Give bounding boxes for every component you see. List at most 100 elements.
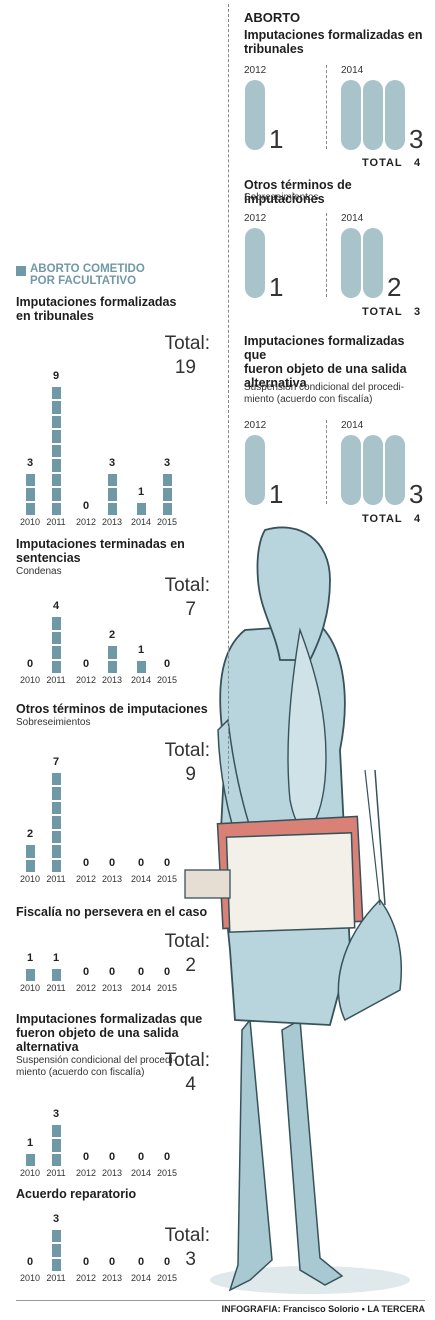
year-label: 2010 bbox=[19, 517, 41, 527]
year-label: 2010 bbox=[19, 983, 41, 993]
total-value: 7 bbox=[185, 599, 196, 620]
total-value: 2 bbox=[185, 955, 196, 976]
year-label: 2011 bbox=[46, 1273, 66, 1283]
year-label: 2014 bbox=[341, 420, 364, 431]
value-pill bbox=[363, 228, 383, 298]
value-digit: 1 bbox=[269, 479, 284, 509]
bar-segment bbox=[25, 502, 35, 515]
year-label: 2011 bbox=[46, 983, 66, 993]
group-divider bbox=[326, 65, 327, 149]
year-label: 2011 bbox=[46, 874, 66, 884]
bar-value-label: 3 bbox=[108, 456, 116, 469]
footer-credit: INFOGRAFIA: Francisco Solorio • LA TERCE… bbox=[221, 1304, 425, 1314]
bar-segment bbox=[51, 787, 61, 800]
year-label: 2011 bbox=[46, 1168, 66, 1178]
left-header-text: ABORTO COMETIDO POR FACULTATIVO bbox=[30, 263, 145, 287]
bar-segment bbox=[51, 1258, 61, 1271]
year-label: 2014 bbox=[130, 983, 152, 993]
bar-segment bbox=[107, 646, 117, 659]
value-digit: 1 bbox=[269, 124, 284, 154]
bar-segment bbox=[51, 401, 61, 414]
bar-segment bbox=[162, 488, 172, 501]
chart-title: Imputaciones formalizadas en tribunales bbox=[16, 295, 177, 323]
bar-segment bbox=[51, 488, 61, 501]
total-value: 4 bbox=[414, 157, 422, 169]
year-label: 2013 bbox=[101, 1168, 123, 1178]
year-label: 2010 bbox=[19, 1273, 41, 1283]
bar-value-label: 0 bbox=[82, 857, 90, 869]
bar-segment bbox=[51, 1139, 61, 1152]
value-pill bbox=[385, 435, 405, 505]
chart-title: Imputaciones formalizadas que fueron obj… bbox=[16, 1012, 203, 1054]
bar-value-label: 0 bbox=[108, 857, 116, 869]
header-square-icon bbox=[16, 266, 26, 276]
year-label: 2014 bbox=[130, 1168, 152, 1178]
bar-segment bbox=[162, 502, 172, 515]
bar-segment bbox=[136, 502, 146, 515]
footer-rule bbox=[16, 1300, 425, 1301]
bar-value-label: 9 bbox=[52, 369, 60, 382]
total-label: TOTAL bbox=[362, 157, 403, 169]
bar-segment bbox=[51, 473, 61, 486]
chart-title: Otros términos de imputaciones bbox=[244, 178, 352, 206]
bar-segment bbox=[51, 845, 61, 858]
year-label: 2014 bbox=[130, 1273, 152, 1283]
bar-value-label: 0 bbox=[82, 500, 90, 512]
year-label: 2012 bbox=[75, 1168, 97, 1178]
total-value: 4 bbox=[185, 1074, 196, 1095]
year-label: 2014 bbox=[130, 675, 152, 685]
year-label: 2013 bbox=[101, 874, 123, 884]
bar-segment bbox=[107, 660, 117, 673]
bar-value-label: 3 bbox=[52, 1212, 60, 1225]
year-label: 2014 bbox=[130, 874, 152, 884]
value-pill bbox=[341, 435, 361, 505]
bar-value-label: 0 bbox=[163, 966, 171, 978]
year-label: 2015 bbox=[156, 983, 178, 993]
bar-segment bbox=[51, 801, 61, 814]
right-header: ABORTO bbox=[244, 10, 301, 25]
bar-segment bbox=[51, 1124, 61, 1137]
bar-segment bbox=[51, 646, 61, 659]
group-divider bbox=[326, 420, 327, 504]
year-label: 2011 bbox=[46, 675, 66, 685]
bar-segment bbox=[107, 473, 117, 486]
value-digit: 2 bbox=[387, 272, 402, 302]
total-label: Total: bbox=[164, 575, 210, 596]
chart-title: Imputaciones terminadas en sentencias bbox=[16, 537, 185, 565]
bar-segment bbox=[51, 816, 61, 829]
bar-value-label: 0 bbox=[163, 1151, 171, 1163]
year-label: 2012 bbox=[75, 517, 97, 527]
year-label: 2012 bbox=[75, 675, 97, 685]
bar-segment bbox=[51, 660, 61, 673]
bar-value-label: 1 bbox=[52, 951, 60, 964]
year-label: 2015 bbox=[156, 874, 178, 884]
bar-segment bbox=[51, 459, 61, 472]
bar-value-label: 3 bbox=[163, 456, 171, 469]
group-divider bbox=[326, 213, 327, 297]
bar-segment bbox=[25, 845, 35, 858]
bar-segment bbox=[51, 631, 61, 644]
chart-subtitle: Sobreseimientos bbox=[244, 192, 319, 203]
bar-value-label: 0 bbox=[108, 1151, 116, 1163]
chart-subtitle: Suspensión condicional del procedi- mien… bbox=[16, 1055, 177, 1078]
bar-segment bbox=[51, 502, 61, 515]
value-digit: 3 bbox=[409, 479, 424, 509]
bar-value-label: 0 bbox=[108, 966, 116, 978]
bar-value-label: 1 bbox=[137, 485, 145, 498]
bar-value-label: 1 bbox=[26, 951, 34, 964]
bar-segment bbox=[162, 473, 172, 486]
bar-segment bbox=[51, 444, 61, 457]
total-label: Total: bbox=[164, 1225, 210, 1246]
bar-value-label: 0 bbox=[26, 658, 34, 670]
bar-value-label: 1 bbox=[26, 1136, 34, 1149]
woman-illustration bbox=[184, 526, 410, 1294]
year-label: 2012 bbox=[75, 1273, 97, 1283]
year-label: 2015 bbox=[156, 675, 178, 685]
total-label: TOTAL bbox=[362, 306, 403, 318]
total-label: Total: bbox=[164, 1050, 210, 1071]
bar-value-label: 0 bbox=[163, 1256, 171, 1268]
year-label: 2012 bbox=[244, 65, 267, 76]
bar-segment bbox=[51, 430, 61, 443]
year-label: 2012 bbox=[244, 420, 267, 431]
bar-value-label: 0 bbox=[82, 658, 90, 670]
